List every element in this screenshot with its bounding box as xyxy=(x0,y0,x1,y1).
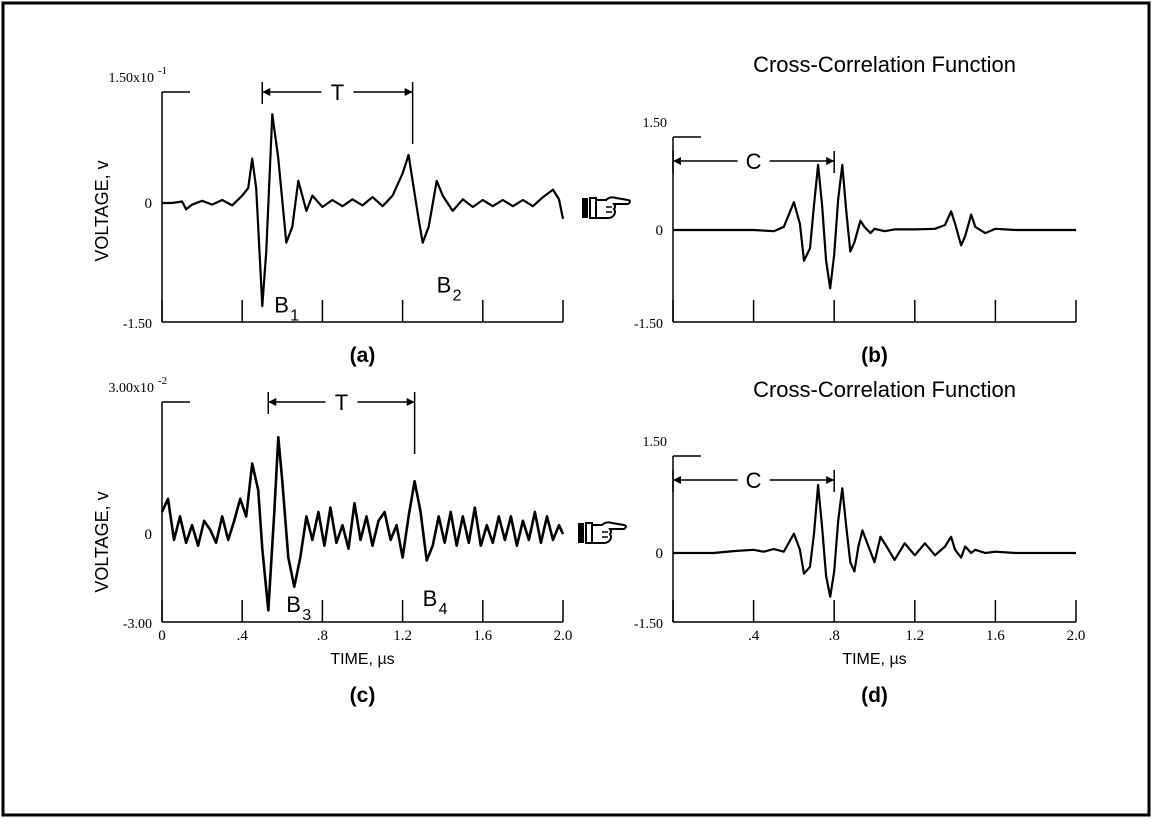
x-tick-label: 2.0 xyxy=(554,628,573,644)
panel-label: (d) xyxy=(861,684,888,707)
chart-panel-c: 0 .4 .8 1.2 1.6 2.0 3.00x10 -2 0 -3.00 VOLTAGE, v T… xyxy=(92,375,572,707)
y-axis-label: VOLTAGE, v xyxy=(92,160,112,261)
peak-label-subscript: 3 xyxy=(302,607,311,624)
peak-label-subscript: 2 xyxy=(453,288,462,305)
annotation-label: C xyxy=(746,149,762,174)
x-tick-label: 2.0 xyxy=(1067,628,1086,644)
panel-label: (c) xyxy=(350,684,376,707)
x-tick-label: 0 xyxy=(158,628,166,644)
x-tick-label: 1.2 xyxy=(905,628,924,644)
annotation-arrowhead xyxy=(826,157,835,165)
x-tick-label: 1.6 xyxy=(473,628,492,644)
panel-label: (b) xyxy=(861,344,888,367)
y-top-label: 1.50 xyxy=(643,116,668,131)
chart-panel-b: 1.50 0 -1.50 Cross-Correlation Function (b) C xyxy=(634,52,1077,367)
series-line-0 xyxy=(162,113,565,308)
y-axis-label: VOLTAGE, v xyxy=(92,491,112,592)
peak-label: B xyxy=(437,273,452,298)
panel-label: (a) xyxy=(350,344,376,367)
y-top-exponent: -2 xyxy=(158,375,167,387)
x-tick-label: 1.6 xyxy=(986,628,1005,644)
annotation-arrowhead xyxy=(673,476,681,484)
x-axis-label: TIME, µs xyxy=(842,651,906,668)
x-tick-label: 1.2 xyxy=(393,628,412,644)
chart-title: Cross-Correlation Function xyxy=(753,52,1016,77)
annotation-arrowhead xyxy=(673,157,681,165)
annotation-label: T xyxy=(335,390,348,415)
y-bottom-label: -1.50 xyxy=(634,317,663,332)
series-line-0 xyxy=(673,163,1076,290)
y-bottom-label: -1.50 xyxy=(123,317,152,332)
x-tick-label: .4 xyxy=(748,628,760,644)
annotation-arrowhead xyxy=(404,88,413,96)
x-axis-label: TIME, µs xyxy=(330,651,394,668)
annotation-label: T xyxy=(331,80,344,105)
y-top-label: 3.00x10 xyxy=(109,381,155,396)
y-zero-label: 0 xyxy=(656,546,664,562)
chart-panel-d: .4 .8 1.2 1.6 2.0 1.50 0 -1.50 TIME, µs Cross-Cor… xyxy=(634,377,1086,707)
annotation-arrowhead xyxy=(262,88,271,96)
peak-label-subscript: 1 xyxy=(290,307,299,324)
series-line-0 xyxy=(673,484,1076,598)
chart-title: Cross-Correlation Function xyxy=(753,377,1016,402)
y-zero-label: 0 xyxy=(656,223,664,239)
annotation-arrowhead xyxy=(826,476,835,484)
annotation-arrowhead xyxy=(406,398,415,406)
y-top-label: 1.50 xyxy=(643,435,668,450)
y-zero-label: 0 xyxy=(145,196,153,212)
y-bottom-label: -1.50 xyxy=(634,617,663,632)
pointing-hand-icon xyxy=(578,521,627,544)
peak-label: B xyxy=(274,292,289,317)
y-top-exponent: -1 xyxy=(158,65,167,77)
series-line-0 xyxy=(160,435,565,612)
x-tick-label: .8 xyxy=(317,628,328,644)
peak-label: B xyxy=(286,592,301,617)
peak-label-subscript: 4 xyxy=(439,601,448,618)
x-tick-label: .4 xyxy=(237,628,249,644)
annotation-arrowhead xyxy=(268,398,277,406)
pointing-hand-icon xyxy=(582,196,631,219)
y-top-label: 1.50x10 xyxy=(109,71,155,86)
peak-label: B xyxy=(423,586,438,611)
y-bottom-label: -3.00 xyxy=(123,617,152,632)
y-zero-label: 0 xyxy=(145,527,153,543)
x-tick-label: .8 xyxy=(829,628,840,644)
annotation-label: C xyxy=(746,468,762,493)
